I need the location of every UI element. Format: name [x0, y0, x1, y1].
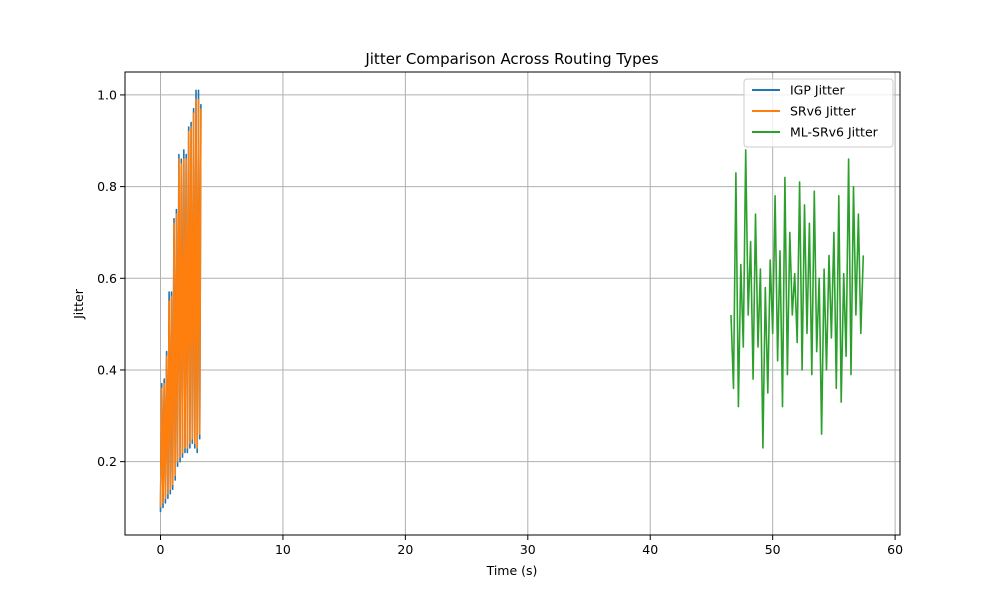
series-group: [159, 89, 865, 513]
plot-frame: [124, 71, 901, 536]
y-tick-label: 0.8: [97, 179, 117, 194]
x-tick-label: 10: [275, 542, 291, 557]
x-tick-label: 50: [765, 542, 781, 557]
legend: IGP Jitter SRv6 Jitter ML-SRv6 Jitter: [743, 78, 894, 148]
y-tick-label: 0.4: [97, 362, 117, 377]
x-tick-label: 30: [520, 542, 536, 557]
y-tick-label: 0.2: [97, 454, 117, 469]
ticks: 0 10 20 30 40 50 60 0.2 0.4 0.6 0.8 1.0: [97, 87, 903, 557]
series-line-ml-srv6-jitter: [730, 149, 865, 449]
legend-label: ML-SRv6 Jitter: [790, 125, 879, 140]
y-tick-label: 0.6: [97, 271, 117, 286]
x-tick-label: 40: [642, 542, 658, 557]
y-tick-label: 1.0: [97, 87, 117, 102]
series-line-srv6-jitter: [159, 98, 202, 508]
y-axis-label: Jitter: [71, 288, 86, 320]
legend-label: SRv6 Jitter: [790, 104, 857, 119]
x-tick-label: 20: [397, 542, 413, 557]
x-tick-label: 60: [887, 542, 903, 557]
x-axis-label: Time (s): [486, 563, 538, 578]
legend-label: IGP Jitter: [790, 83, 846, 98]
chart-title: Jitter Comparison Across Routing Types: [364, 50, 658, 68]
legend-box: [743, 78, 894, 148]
x-tick-label: 0: [157, 542, 165, 557]
